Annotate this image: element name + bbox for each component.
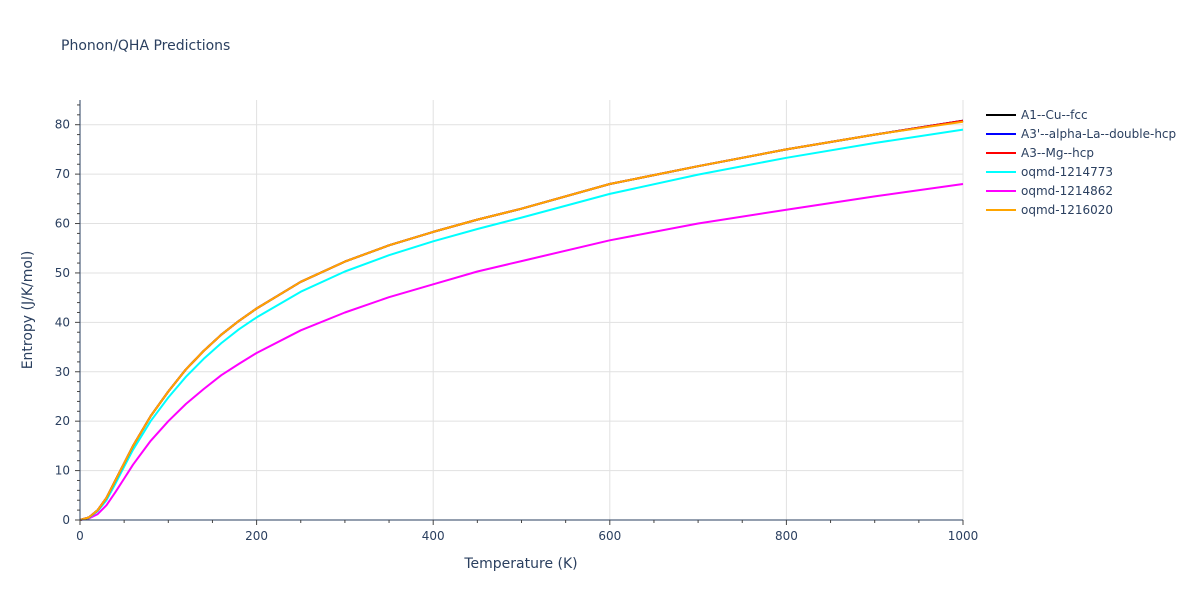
legend-label[interactable]: A3'--alpha-La--double-hcp: [1021, 127, 1176, 141]
x-tick-label: 400: [422, 529, 445, 543]
x-tick-label: 800: [775, 529, 798, 543]
series-line-5: [79, 120, 964, 521]
chart-title: Phonon/QHA Predictions: [61, 38, 230, 54]
legend-label[interactable]: A1--Cu--fcc: [1021, 108, 1088, 122]
x-axis-title: Temperature (K): [463, 556, 577, 572]
x-tick-label: 200: [245, 529, 268, 543]
y-tick-label: 10: [55, 464, 70, 478]
series-lines: [79, 119, 964, 521]
y-tick-label: 80: [55, 118, 70, 132]
y-tick-label: 30: [55, 365, 70, 379]
legend-label[interactable]: oqmd-1216020: [1021, 203, 1113, 217]
x-tick-label: 600: [598, 529, 621, 543]
legend-label[interactable]: oqmd-1214773: [1021, 165, 1113, 179]
y-tick-label: 50: [55, 266, 70, 280]
series-line-4: [79, 183, 964, 521]
legend-label[interactable]: A3--Mg--hcp: [1021, 146, 1094, 160]
series-line-3: [79, 128, 964, 521]
y-axis-title: Entropy (J/K/mol): [20, 251, 36, 370]
y-tick-label: 20: [55, 414, 70, 428]
y-tick-label: 60: [55, 217, 70, 231]
y-tick-label: 0: [62, 513, 70, 527]
x-tick-label: 0: [76, 529, 84, 543]
x-tick-label: 1000: [948, 529, 979, 543]
y-tick-label: 70: [55, 167, 70, 181]
legend-label[interactable]: oqmd-1214862: [1021, 184, 1113, 198]
legend: A1--Cu--fcc A3'--alpha-La--double-hcp A3--…: [986, 108, 1176, 217]
y-tick-label: 40: [55, 315, 70, 329]
